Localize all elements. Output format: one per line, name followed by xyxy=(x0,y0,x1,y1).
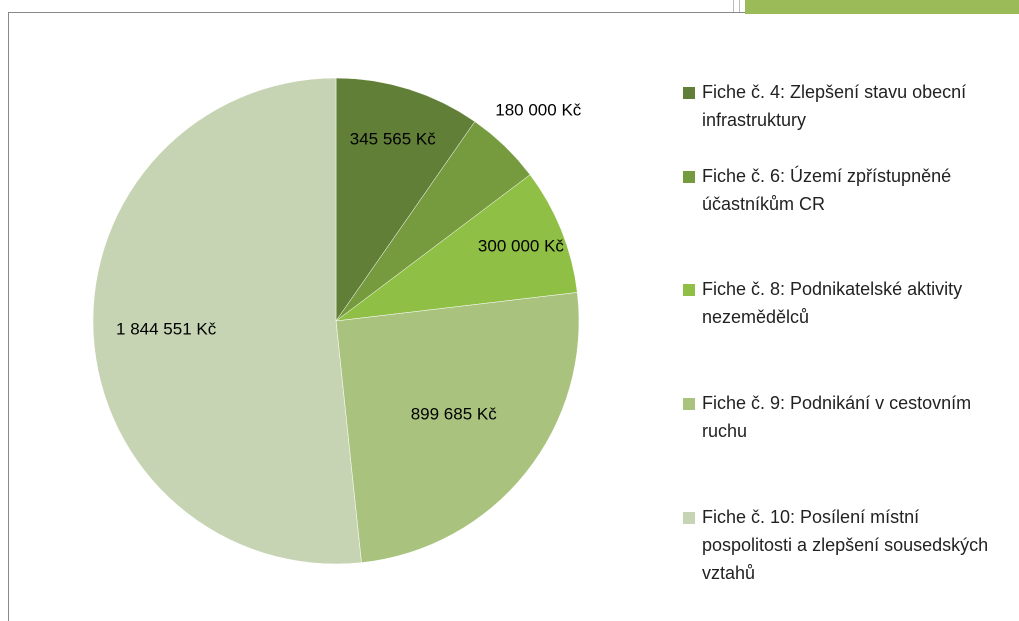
legend-swatch xyxy=(683,171,695,183)
legend-label: Fiche č. 9: Podnikání v cestovním ruchu xyxy=(702,393,972,441)
legend-swatch xyxy=(683,398,695,410)
legend-item: Fiche č. 6: Území zpřístupněné účastníků… xyxy=(683,162,1003,218)
data-label: 1 844 551 Kč xyxy=(116,319,217,338)
legend-label: Fiche č. 4: Zlepšení stavu obecní infras… xyxy=(702,82,967,130)
pie-slice xyxy=(335,174,578,322)
pie-slice xyxy=(335,292,580,563)
data-label: 300 000 Kč xyxy=(478,236,565,255)
legend-swatch xyxy=(683,512,695,524)
legend-item: Fiche č. 4: Zlepšení stavu obecní infras… xyxy=(683,78,1003,134)
legend-swatch xyxy=(683,284,695,296)
legend-item: Fiche č. 9: Podnikání v cestovním ruchu xyxy=(683,389,1003,445)
legend-item: Fiche č. 8: Podnikatelské aktivity nezem… xyxy=(683,275,1003,331)
data-label: 345 565 Kč xyxy=(350,130,437,149)
legend-label: Fiche č. 6: Území zpřístupněné účastníků… xyxy=(702,166,952,214)
legend-label: Fiche č. 10: Posílení místní pospolitost… xyxy=(702,507,989,583)
legend-label: Fiche č. 8: Podnikatelské aktivity nezem… xyxy=(702,279,963,327)
pie-slice xyxy=(92,77,362,565)
data-label: 899 685 Kč xyxy=(411,405,498,424)
legend-swatch xyxy=(683,87,695,99)
header-tab xyxy=(745,0,1019,14)
data-label: 180 000 Kč xyxy=(495,100,582,119)
legend-item: Fiche č. 10: Posílení místní pospolitost… xyxy=(683,503,1003,587)
pie-slice xyxy=(335,77,476,322)
